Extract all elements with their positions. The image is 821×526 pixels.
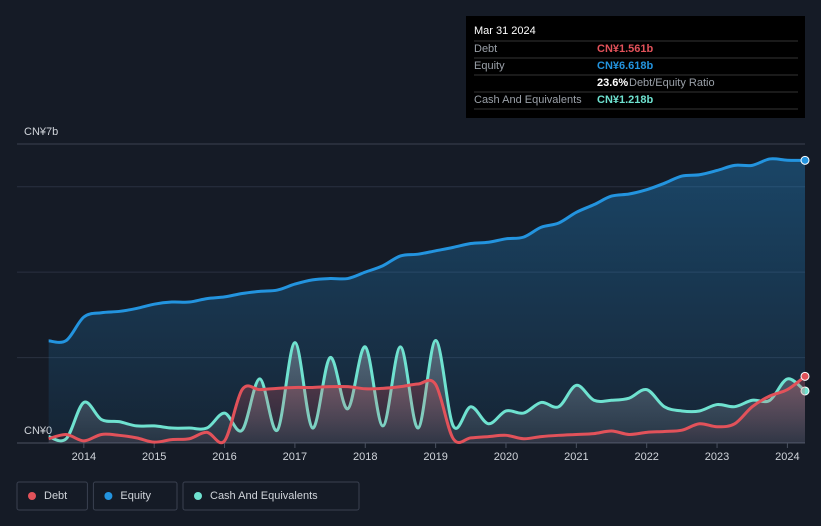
tooltip-label: Debt	[474, 43, 497, 55]
x-tick-label: 2017	[283, 451, 307, 463]
x-tick-label: 2020	[494, 451, 518, 463]
y-tick-label: CN¥0	[24, 425, 52, 437]
tooltip-label: Equity	[474, 60, 505, 72]
tooltip-label: Cash And Equivalents	[474, 94, 582, 106]
legend-item[interactable]: Equity	[92, 481, 178, 511]
legend-swatch	[104, 492, 113, 500]
legend-label: Debt	[44, 490, 67, 502]
legend-box[interactable]	[92, 481, 178, 511]
x-tick-label: 2021	[564, 451, 588, 463]
legend-label: Equity	[120, 490, 151, 502]
legend-swatch	[28, 492, 36, 500]
x-tick-label: 2015	[142, 451, 166, 463]
ratio-label: Debt/Equity Ratio	[629, 77, 715, 89]
x-tick-label: 2018	[353, 451, 377, 463]
tooltip: Mar 31 2024 Debt CN¥1.561b Equity CN¥6.6…	[466, 16, 805, 118]
y-tick-label: CN¥7b	[24, 126, 58, 138]
tooltip-value: CN¥6.618b	[597, 60, 654, 72]
tooltip-value: CN¥1.561b	[597, 43, 654, 55]
legend-swatch	[194, 492, 202, 500]
legend-label: Cash And Equivalents	[210, 490, 318, 502]
x-tick-label: 2014	[72, 451, 96, 463]
x-tick-label: 2016	[212, 451, 236, 463]
ratio-value: 23.6%	[597, 77, 628, 89]
tooltip-value: CN¥1.218b	[597, 94, 654, 106]
legend-item[interactable]: Cash And Equivalents	[182, 481, 360, 511]
x-tick-label: 2024	[775, 451, 799, 463]
line	[48, 375, 806, 445]
area	[48, 376, 806, 443]
tooltip-date: Mar 31 2024	[474, 25, 536, 37]
legend-item[interactable]: Debt	[16, 481, 88, 511]
x-tick-label: 2019	[423, 451, 447, 463]
tooltip-bg	[466, 16, 805, 118]
area	[48, 158, 806, 443]
end-point	[800, 371, 810, 381]
legend-box[interactable]	[16, 481, 88, 511]
line	[48, 157, 806, 344]
legend-box[interactable]	[182, 481, 360, 511]
end-point	[800, 155, 810, 165]
x-tick-label: 2023	[705, 451, 729, 463]
x-tick-label: 2022	[634, 451, 658, 463]
